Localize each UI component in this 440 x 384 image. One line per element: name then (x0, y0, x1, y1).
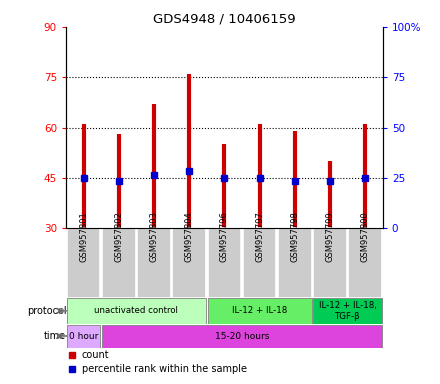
Text: 15-20 hours: 15-20 hours (215, 331, 269, 341)
Bar (102, 324, 382, 348)
Text: GSM957800: GSM957800 (361, 211, 370, 262)
Bar (208, 228, 241, 298)
Bar (278, 228, 312, 298)
Text: count: count (82, 350, 110, 360)
Bar (313, 228, 347, 298)
Bar (172, 228, 206, 298)
Text: unactivated control: unactivated control (95, 306, 178, 315)
Title: GDS4948 / 10406159: GDS4948 / 10406159 (153, 13, 296, 26)
Text: GSM957804: GSM957804 (185, 211, 194, 262)
Text: protocol: protocol (27, 306, 66, 316)
Bar (313, 298, 382, 324)
Bar (137, 228, 171, 298)
Text: IL-12 + IL-18: IL-12 + IL-18 (232, 306, 287, 315)
Text: GSM957797: GSM957797 (255, 211, 264, 262)
Bar (208, 298, 312, 324)
Bar (243, 228, 276, 298)
Text: IL-12 + IL-18,
TGF-β: IL-12 + IL-18, TGF-β (319, 301, 377, 321)
Bar (102, 228, 136, 298)
Text: GSM957796: GSM957796 (220, 211, 229, 262)
Text: percentile rank within the sample: percentile rank within the sample (82, 364, 247, 374)
Bar (67, 228, 100, 298)
Bar (67, 298, 206, 324)
Bar (67, 324, 100, 348)
Text: GSM957803: GSM957803 (150, 211, 158, 262)
Text: GSM957798: GSM957798 (290, 211, 299, 262)
Text: 0 hour: 0 hour (69, 331, 98, 341)
Text: GSM957802: GSM957802 (114, 211, 123, 262)
Bar (348, 228, 382, 298)
Text: GSM957801: GSM957801 (79, 211, 88, 262)
Text: GSM957799: GSM957799 (326, 211, 334, 262)
Text: time: time (44, 331, 66, 341)
